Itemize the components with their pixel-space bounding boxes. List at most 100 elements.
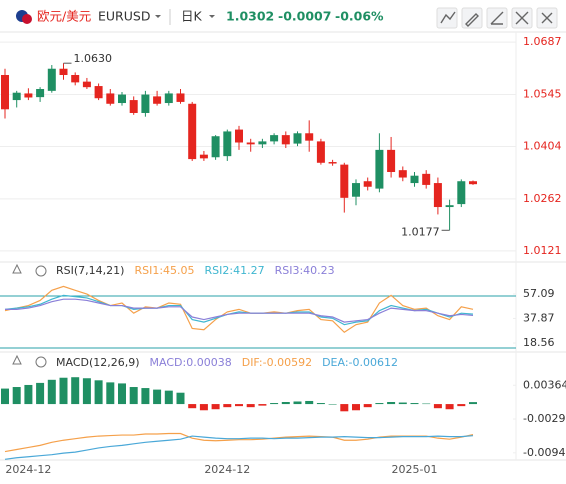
candle-body (153, 96, 162, 104)
indicator-line (4, 294, 474, 326)
candle-body (118, 94, 126, 104)
macd-bar (363, 404, 372, 408)
candle-body (47, 68, 56, 91)
indicator-title: RSI(7,14,21) (56, 264, 124, 277)
candle-body (305, 133, 314, 141)
legend-entry: MACD:0.00038 (150, 356, 232, 369)
macd-bar (305, 400, 314, 405)
macd-bar (270, 403, 279, 405)
macd-bar (199, 404, 208, 411)
indicator-line (4, 285, 474, 334)
candle-body (398, 170, 407, 178)
indicator-line (4, 432, 474, 453)
header: 欧元/美元 EURUSD 日K 1.0302 -0.0007 -0.06% (16, 7, 558, 29)
candle-body (281, 135, 290, 145)
macd-bar (387, 402, 396, 405)
macd-bar (106, 382, 115, 405)
dropdown-arrow[interactable] (155, 15, 161, 18)
macd-bar (398, 402, 407, 405)
low-annotation: 1.0177 (401, 225, 440, 238)
candle-body (293, 133, 302, 144)
macd-bar (82, 378, 91, 405)
price: 1.0302 (226, 9, 274, 24)
candle-body (223, 131, 232, 157)
macd-bar (235, 404, 243, 407)
y-tick-label: 37.87 (523, 311, 555, 324)
y-tick-label: 1.0121 (523, 244, 562, 257)
x-tick-label: 2025-01 (392, 463, 438, 476)
macd-bar (141, 388, 150, 405)
indicator-line (5, 298, 474, 323)
period[interactable]: 日K (181, 9, 203, 24)
candle-body (246, 142, 255, 145)
macd-bar (188, 404, 197, 409)
macd-bar (59, 377, 68, 405)
candle-body (129, 100, 138, 113)
macd-bar (281, 402, 290, 405)
x-tick-label: 2024-12 (204, 463, 250, 476)
candle-body (457, 181, 466, 205)
candle-body (176, 93, 185, 102)
y-tick-label: 1.0687 (523, 35, 562, 48)
code[interactable]: EURUSD (98, 9, 150, 24)
candle-body (199, 154, 208, 159)
y-tick-label: -0.00944 (523, 446, 566, 459)
candle-body (24, 93, 33, 98)
candle-body (94, 86, 103, 99)
rsi-settings[interactable] (12, 263, 47, 277)
y-tick-label: 0.00364 (523, 378, 566, 391)
macd-settings[interactable] (12, 354, 47, 368)
candle-body (316, 141, 325, 163)
macd-bar (118, 383, 126, 405)
macd-bar (457, 404, 466, 407)
macd-bar (433, 404, 442, 409)
symbol[interactable]: 欧元/美元 (37, 9, 91, 24)
legend-entry: DIF:-0.00592 (242, 356, 312, 369)
dropdown-arrow[interactable] (209, 15, 215, 18)
candle-body (410, 175, 419, 184)
candle-body (235, 129, 243, 143)
macd-bar (375, 403, 384, 405)
macd-bar (352, 404, 360, 411)
candle-body (59, 68, 68, 75)
candle-body (387, 149, 396, 173)
candle-body (164, 93, 173, 104)
candle-body (211, 136, 220, 158)
y-tick-label: 1.0262 (523, 192, 562, 205)
tool-draw[interactable] (436, 7, 458, 29)
candle-body (258, 141, 267, 145)
y-tick-label: 57.09 (523, 287, 555, 300)
candle-body (363, 181, 372, 187)
macd-bar (1, 388, 9, 405)
y-tick-label: 1.0545 (523, 88, 562, 101)
legend-entry: RSI3:40.23 (275, 264, 335, 277)
tool-pen[interactable] (461, 7, 483, 29)
tool-close[interactable] (536, 7, 558, 29)
macd-bar (328, 404, 337, 405)
legend-entry: DEA:-0.00612 (322, 356, 398, 369)
tool-pencil[interactable] (486, 7, 508, 29)
macd-bar (410, 403, 419, 405)
macd-bar (164, 390, 173, 405)
macd-bar (211, 404, 220, 410)
macd-bar (36, 382, 45, 405)
y-tick-label: 18.56 (523, 336, 555, 349)
candle-body (36, 89, 45, 98)
candle-body (188, 103, 197, 160)
legend-entry: RSI2:41.27 (205, 264, 265, 277)
indicator-line (4, 435, 474, 460)
candle-body (12, 92, 21, 101)
tool-expand[interactable] (511, 7, 533, 29)
candle-body (469, 181, 477, 185)
flag-icon (22, 14, 32, 24)
macd-bar (153, 389, 162, 405)
macd-bar (176, 392, 185, 405)
candle-body (106, 93, 115, 104)
candle-body (340, 164, 349, 198)
candle-body (352, 183, 360, 197)
macd-bar (47, 379, 56, 405)
candle-body (82, 81, 91, 88)
macd-bar (94, 380, 103, 405)
macd-bar (422, 403, 431, 405)
